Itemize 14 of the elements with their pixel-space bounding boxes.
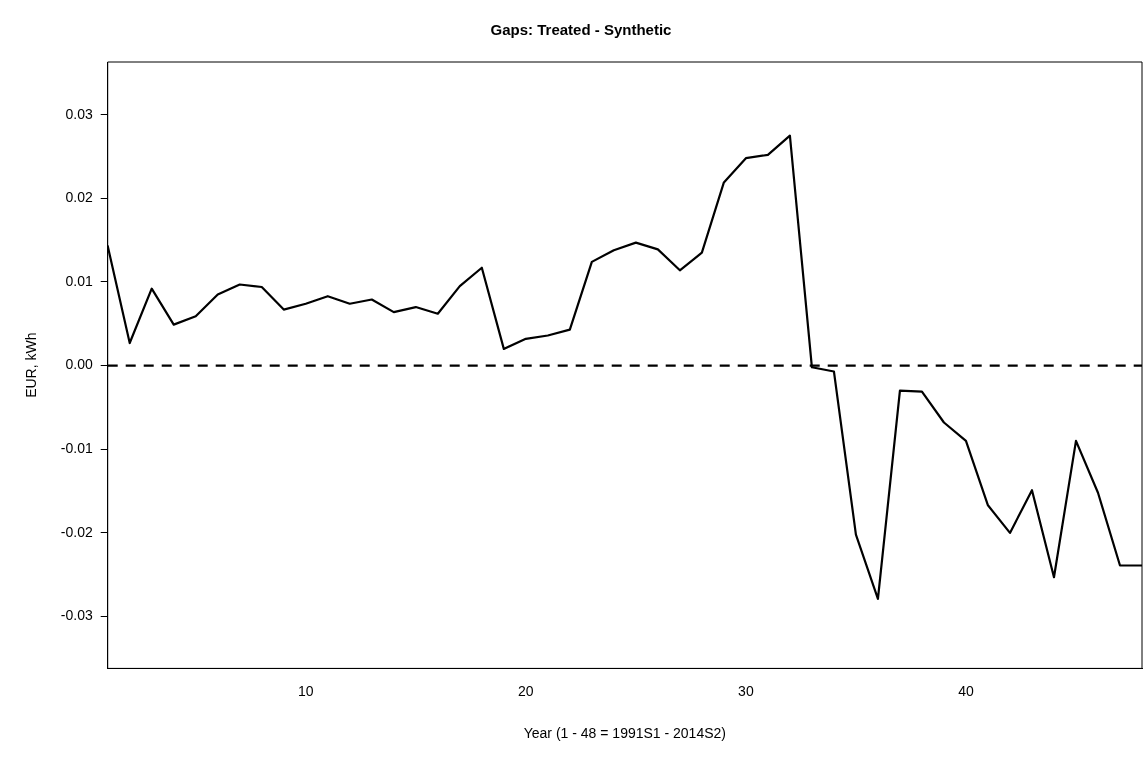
- x-tick-label: 40: [958, 682, 974, 699]
- x-axis-title: Year (1 - 48 = 1991S1 - 2014S2): [523, 725, 726, 742]
- y-tick-label: 0.03: [65, 105, 93, 122]
- y-tick-label: -0.03: [60, 607, 93, 624]
- y-axis-title: EUR, kWh: [23, 332, 40, 398]
- x-tick-label: 30: [738, 682, 754, 699]
- y-tick-label: -0.02: [60, 523, 93, 540]
- x-tick-label: 10: [297, 682, 314, 699]
- x-tick-label: 20: [518, 682, 534, 699]
- y-tick-label: 0.01: [65, 272, 93, 289]
- y-tick-label: 0.02: [65, 189, 93, 206]
- chart-title: Gaps: Treated - Synthetic: [490, 21, 672, 39]
- y-tick-label: 0.00: [65, 356, 93, 373]
- y-tick-label: -0.01: [60, 440, 93, 457]
